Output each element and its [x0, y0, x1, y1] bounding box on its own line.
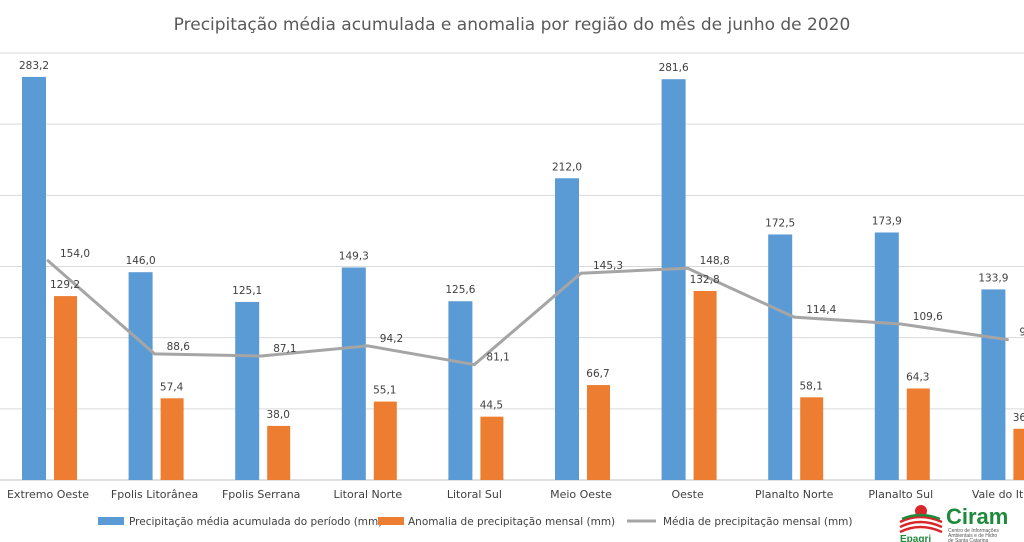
x-tick-label: Litoral Norte [333, 488, 402, 501]
svg-text:Centro de Informações: Centro de Informações [948, 528, 999, 534]
ciram-logo: Ciram Centro de Informações Ambientais e… [946, 504, 1008, 542]
line-point-mean [472, 363, 476, 367]
line-point-mean [46, 259, 50, 263]
bar-precipitation [235, 301, 260, 480]
bar-anomaly [587, 385, 610, 480]
legend-swatch-precipitation [98, 517, 124, 525]
bar-precipitation [22, 76, 46, 481]
data-label-mean: 94,2 [380, 333, 403, 345]
bar-anomaly [800, 397, 824, 480]
legend-label-precipitation: Precipitação média acumulada do período … [129, 516, 382, 528]
data-label-mean: 148,8 [700, 255, 730, 267]
bar-precipitation [555, 178, 579, 480]
data-label-anomaly: 66,7 [586, 368, 609, 380]
data-label-precipitation: 125,6 [445, 284, 475, 296]
bar-precipitation [661, 79, 686, 480]
x-tick-label: Extremo Oeste [7, 488, 89, 501]
x-tick-label: Oeste [671, 488, 703, 501]
bar-anomaly [373, 401, 397, 480]
bar-precipitation [981, 289, 1006, 480]
x-tick-label: Vale do Itajaí [972, 488, 1024, 501]
svg-text:Epagri: Epagri [900, 534, 931, 542]
data-label-mean: 81,1 [486, 352, 509, 364]
svg-text:Ciram: Ciram [946, 504, 1008, 529]
data-label-mean: 145,3 [593, 260, 623, 272]
legend-label-anomaly: Anomalia de precipitação mensal (mm) [408, 516, 615, 528]
bar-precipitation [874, 232, 899, 480]
line-mean-precipitation [47, 259, 1008, 367]
line-point-mean [579, 271, 583, 275]
data-label-anomaly: 58,1 [800, 380, 823, 392]
data-label-precipitation: 283,2 [19, 60, 49, 72]
bar-precipitation [768, 234, 793, 480]
line-point-mean [686, 266, 690, 270]
x-tick-label: Fpolis Litorânea [111, 488, 198, 501]
data-label-precipitation: 172,5 [765, 217, 795, 229]
epagri-logo: Epagri [899, 505, 943, 542]
bar-anomaly [480, 416, 504, 480]
x-tick-label: Meio Oeste [550, 488, 612, 501]
bar-anomaly [267, 425, 291, 480]
bar-precipitation [341, 267, 366, 480]
bar-anomaly [1013, 428, 1024, 480]
data-label-anomaly: 36,0 [1013, 412, 1024, 424]
data-label-mean: 109,6 [913, 311, 943, 323]
data-label-precipitation: 149,3 [339, 250, 369, 262]
chart-title: Precipitação média acumulada e anomalia … [174, 15, 851, 35]
data-label-anomaly: 132,8 [690, 274, 720, 286]
data-label-precipitation: 146,0 [126, 255, 156, 267]
data-label-mean: 88,6 [167, 341, 191, 353]
legend: Precipitação média acumulada do período … [98, 516, 853, 528]
bar-anomaly [693, 290, 717, 480]
x-tick-label: Fpolis Serrana [222, 488, 300, 501]
data-label-precipitation: 125,1 [232, 285, 262, 297]
data-label-mean: 98,6 [1019, 327, 1024, 339]
bar-anomaly [54, 296, 77, 480]
data-label-precipitation: 173,9 [872, 215, 902, 227]
line-point-mean [153, 352, 157, 356]
line-point-mean [366, 344, 370, 348]
bar-precipitation [128, 272, 153, 480]
data-label-mean: 87,1 [273, 343, 296, 355]
data-label-anomaly: 129,2 [50, 279, 80, 291]
data-label-mean: 154,0 [60, 248, 90, 260]
x-tick-label: Planalto Norte [755, 488, 834, 501]
data-label-anomaly: 64,3 [906, 371, 929, 383]
data-label-anomaly: 57,4 [160, 381, 184, 393]
data-label-precipitation: 133,9 [978, 272, 1008, 284]
data-label-anomaly: 38,0 [267, 409, 290, 421]
legend-label-mean: Média de precipitação mensal (mm) [663, 516, 853, 528]
line-point-mean [899, 322, 903, 326]
data-label-anomaly: 55,1 [373, 385, 396, 397]
x-tick-label: Litoral Sul [447, 488, 502, 501]
x-tick-label: Planalto Sul [868, 488, 933, 501]
bar-precipitation [448, 301, 473, 480]
line-point-mean [792, 315, 796, 319]
data-label-anomaly: 44,5 [480, 400, 503, 412]
data-label-precipitation: 212,0 [552, 161, 582, 173]
line-point-mean [1005, 338, 1009, 342]
line-point-mean [259, 354, 263, 358]
data-label-mean: 114,4 [806, 304, 836, 316]
bar-anomaly [906, 388, 930, 480]
svg-text:Ambientais e de Hidro: Ambientais e de Hidro [948, 533, 997, 539]
data-label-precipitation: 281,6 [659, 62, 689, 74]
svg-text:de Santa Catarina: de Santa Catarina [948, 538, 989, 542]
bar-anomaly [160, 398, 184, 480]
legend-swatch-anomaly [378, 517, 404, 525]
